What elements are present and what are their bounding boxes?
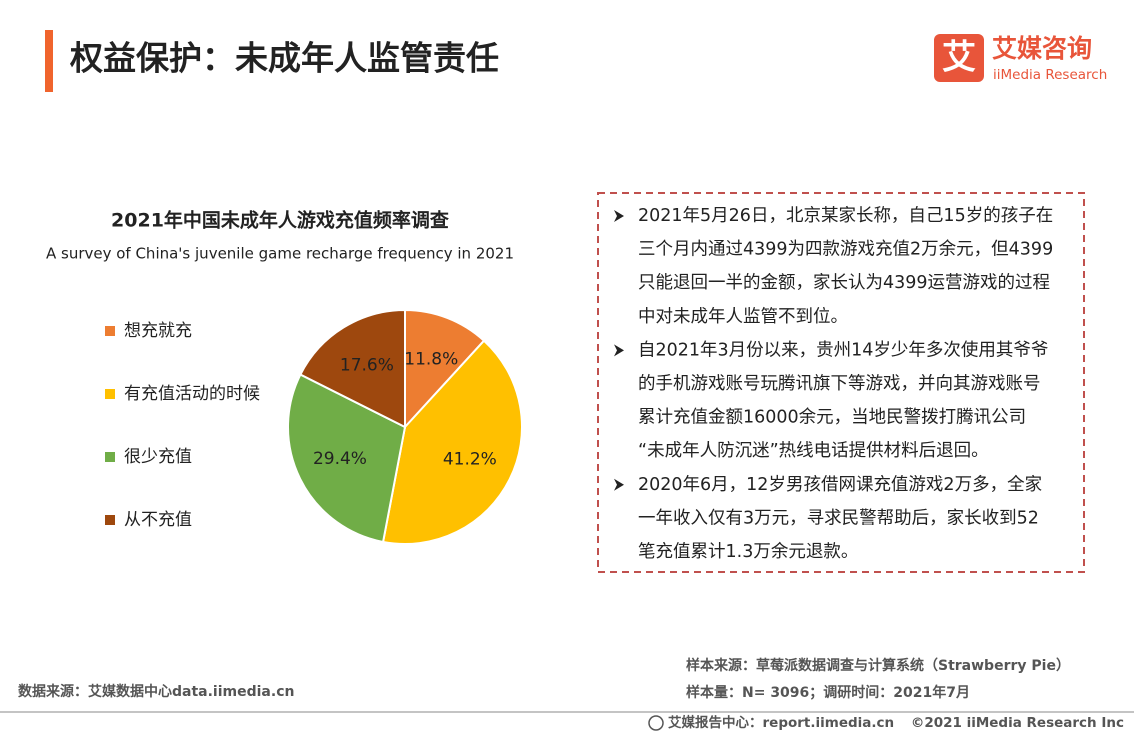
note-line: 2021年5月26日，北京某家长称，自己15岁的孩子在 <box>638 206 1053 226</box>
note-line: 的手机游戏账号玩腾讯旗下等游戏，并向其游戏账号 <box>638 374 1041 394</box>
bullet-arrow <box>614 210 624 222</box>
title-bar <box>45 30 53 92</box>
pie-slice <box>381 339 523 545</box>
pie-slice <box>287 373 407 544</box>
logo-name: 艾媒咨询 <box>992 34 1092 63</box>
copyright: ©2021 iiMedia Research Inc <box>911 715 1124 731</box>
legend-swatch <box>105 515 115 525</box>
legend-swatch <box>105 326 115 336</box>
note-line: “未成年人防沉迷”热线电话提供材料后退回。 <box>638 441 989 461</box>
legend-label: 很少充值 <box>124 447 192 467</box>
legend-swatch <box>105 452 115 462</box>
data-source: 数据来源：艾媒数据中心data.iimedia.cn <box>18 683 294 700</box>
note-line: 三个月内通过4399为四款游戏充值2万余元，但4399 <box>638 240 1053 260</box>
slice-label: 41.2% <box>443 450 497 470</box>
legend-swatch <box>105 389 115 399</box>
logo-icon: 艾 <box>942 38 976 78</box>
legend-label: 从不充值 <box>124 510 192 530</box>
page-title: 权益保护：未成年人监管责任 <box>69 39 499 78</box>
report-center: 艾媒报告中心：report.iimedia.cn <box>668 714 894 731</box>
note-box <box>597 192 1085 573</box>
logo-english: iiMedia Research <box>993 67 1107 83</box>
sample-size: 样本量：N= 3096；调研时间：2021年7月 <box>686 684 970 701</box>
chart-title: 2021年中国未成年人游戏充值频率调查 <box>111 209 450 232</box>
note-line: 一年收入仅有3万元，寻求民警帮助后，家长收到52 <box>638 508 1039 528</box>
note-line: 累计充值金额16000余元，当地民警拨打腾讯公司 <box>638 408 1026 428</box>
pie-slice <box>299 308 406 429</box>
legend-label: 有充值活动的时候 <box>124 384 260 404</box>
slice-label: 17.6% <box>340 355 394 375</box>
note-line: 中对未成年人监管不到位。 <box>638 307 848 327</box>
sample-source: 样本来源：草莓派数据调查与计算系统（Strawberry Pie） <box>686 657 1070 674</box>
note-line: 自2021年3月份以来，贵州14岁少年多次使用其爷爷 <box>638 339 1048 360</box>
legend-label: 想充就充 <box>124 321 192 341</box>
slice-label: 29.4% <box>313 449 367 469</box>
logo-icon-bg <box>934 34 984 82</box>
slice-label: 11.8% <box>404 349 458 369</box>
bullet-arrow <box>614 478 624 491</box>
note-line: 笔充值累计1.3万余元退款。 <box>638 542 858 562</box>
note-line: 只能退回一半的金额，家长认为4399运营游戏的过程 <box>638 273 1050 293</box>
chart-subtitle: A survey of China's juvenile game rechar… <box>46 245 514 263</box>
bullet-arrow <box>614 344 624 357</box>
globe-icon <box>648 715 664 731</box>
note-line: 2020年6月，12岁男孩借网课充值游戏2万多，全家 <box>638 475 1042 495</box>
pie-slice <box>404 308 486 430</box>
